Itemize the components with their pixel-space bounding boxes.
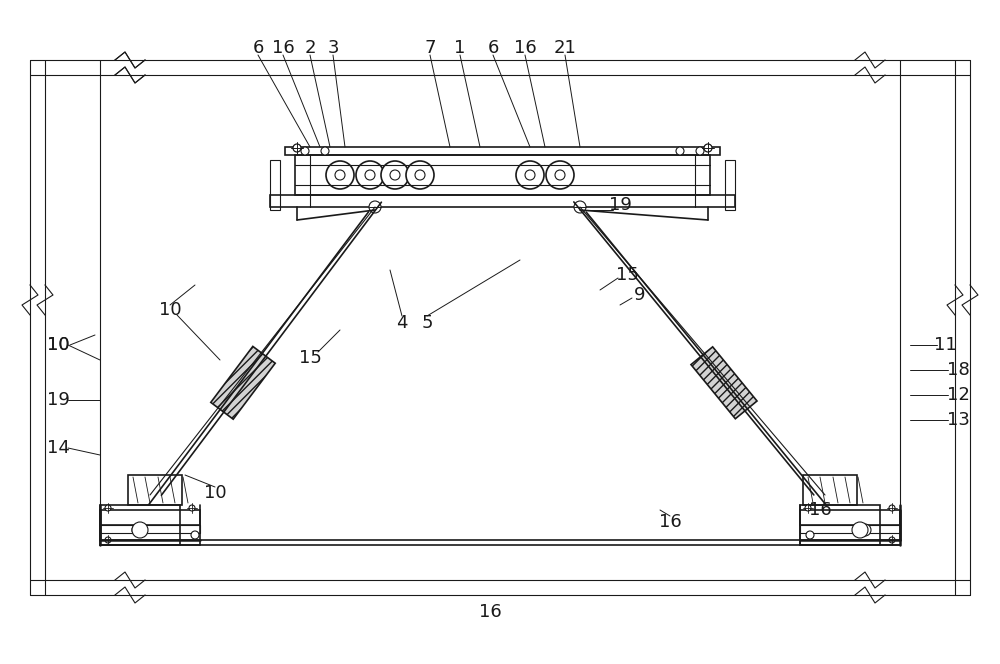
Bar: [270, 160, 280, 210]
Text: 7: 7: [424, 39, 436, 57]
Circle shape: [326, 161, 354, 189]
Circle shape: [574, 201, 586, 213]
Text: 16: 16: [514, 39, 536, 57]
Text: 14: 14: [47, 439, 69, 457]
Text: 2: 2: [304, 39, 316, 57]
Bar: [270, 195, 735, 207]
Text: 18: 18: [947, 361, 969, 379]
Text: 1: 1: [454, 39, 466, 57]
Circle shape: [356, 161, 384, 189]
Circle shape: [889, 537, 895, 543]
Bar: [100, 525, 200, 533]
Text: 10: 10: [204, 484, 226, 502]
Circle shape: [335, 170, 345, 180]
Circle shape: [189, 505, 195, 511]
Circle shape: [132, 522, 148, 538]
Text: 16: 16: [272, 39, 294, 57]
Text: 12: 12: [947, 386, 969, 404]
Bar: [725, 160, 735, 210]
Circle shape: [805, 505, 811, 511]
Text: 4: 4: [396, 314, 408, 332]
Text: 13: 13: [947, 411, 969, 429]
Bar: [800, 510, 900, 525]
Circle shape: [415, 170, 425, 180]
Text: 10: 10: [159, 301, 181, 319]
Circle shape: [704, 144, 712, 152]
Polygon shape: [211, 347, 275, 419]
Circle shape: [301, 147, 309, 155]
Text: 9: 9: [634, 286, 646, 304]
Text: 6: 6: [487, 39, 499, 57]
Text: 16: 16: [809, 501, 831, 519]
Circle shape: [889, 505, 895, 511]
Polygon shape: [691, 347, 757, 419]
Text: 5: 5: [421, 314, 433, 332]
Text: 3: 3: [327, 39, 339, 57]
Circle shape: [806, 531, 814, 539]
Text: 19: 19: [47, 391, 69, 409]
Circle shape: [555, 170, 565, 180]
Circle shape: [575, 202, 585, 212]
Circle shape: [105, 505, 111, 511]
Text: 19: 19: [609, 196, 631, 214]
Circle shape: [696, 147, 704, 155]
Circle shape: [191, 531, 199, 539]
Circle shape: [293, 144, 301, 152]
Bar: [100, 510, 200, 525]
Bar: [800, 505, 880, 545]
Text: 16: 16: [479, 603, 501, 621]
Circle shape: [365, 170, 375, 180]
Circle shape: [546, 161, 574, 189]
Bar: [295, 155, 710, 195]
Circle shape: [852, 522, 868, 538]
Bar: [285, 147, 720, 155]
Circle shape: [516, 161, 544, 189]
Text: 10: 10: [47, 336, 69, 354]
Text: 16: 16: [659, 513, 681, 531]
Circle shape: [676, 147, 684, 155]
Text: 21: 21: [554, 39, 576, 57]
Text: 11: 11: [934, 336, 956, 354]
Circle shape: [406, 161, 434, 189]
Circle shape: [369, 201, 381, 213]
Circle shape: [321, 147, 329, 155]
Text: 10: 10: [47, 336, 69, 354]
Bar: [800, 525, 900, 533]
Circle shape: [859, 524, 871, 536]
Text: 6: 6: [252, 39, 264, 57]
Circle shape: [525, 170, 535, 180]
Circle shape: [132, 524, 144, 536]
Text: 15: 15: [299, 349, 321, 367]
Circle shape: [381, 161, 409, 189]
Text: 15: 15: [616, 266, 638, 284]
Circle shape: [370, 202, 380, 212]
Circle shape: [390, 170, 400, 180]
Circle shape: [105, 537, 111, 543]
Bar: [100, 505, 180, 545]
